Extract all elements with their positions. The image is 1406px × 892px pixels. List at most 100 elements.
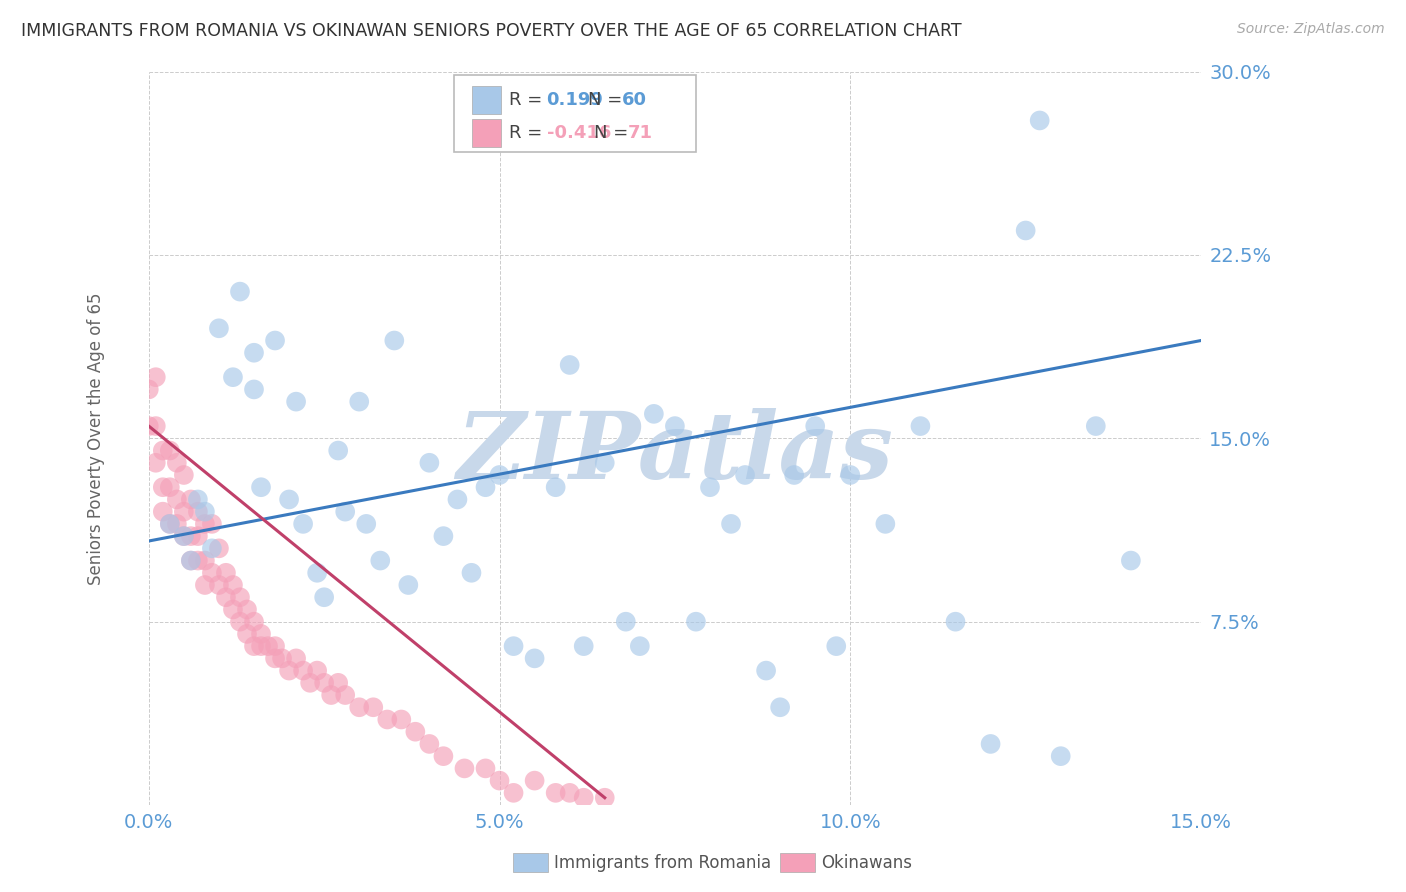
- Point: [187, 492, 209, 507]
- Point: [614, 615, 637, 629]
- Point: [314, 591, 336, 605]
- Point: [250, 627, 273, 641]
- Point: [159, 480, 181, 494]
- Point: [194, 578, 217, 592]
- Point: [396, 578, 419, 592]
- Point: [875, 516, 897, 531]
- Point: [593, 790, 616, 805]
- Point: [347, 394, 370, 409]
- Point: [138, 419, 160, 434]
- Point: [166, 516, 188, 531]
- Point: [1014, 223, 1036, 237]
- Point: [145, 419, 167, 434]
- Point: [474, 480, 496, 494]
- Point: [432, 529, 454, 543]
- Point: [222, 370, 245, 384]
- Point: [628, 639, 651, 653]
- Point: [804, 419, 827, 434]
- Point: [544, 786, 567, 800]
- Point: [825, 639, 848, 653]
- Point: [236, 602, 259, 616]
- Point: [187, 553, 209, 567]
- Point: [285, 394, 308, 409]
- Point: [180, 553, 202, 567]
- Point: [243, 615, 266, 629]
- Point: [375, 713, 398, 727]
- Point: [264, 651, 287, 665]
- Point: [250, 639, 273, 653]
- Point: [314, 675, 336, 690]
- Point: [222, 578, 245, 592]
- Point: [488, 773, 510, 788]
- Point: [201, 541, 224, 556]
- Point: [389, 713, 412, 727]
- Text: Seniors Poverty Over the Age of 65: Seniors Poverty Over the Age of 65: [87, 292, 105, 584]
- Point: [201, 566, 224, 580]
- Point: [299, 675, 322, 690]
- Point: [180, 492, 202, 507]
- Point: [593, 456, 616, 470]
- Point: [460, 566, 482, 580]
- Point: [404, 724, 426, 739]
- Point: [271, 651, 294, 665]
- Point: [152, 443, 174, 458]
- Point: [194, 505, 217, 519]
- Point: [159, 443, 181, 458]
- Text: N =: N =: [593, 124, 634, 142]
- Point: [572, 790, 595, 805]
- Text: Immigrants from Romania: Immigrants from Romania: [554, 854, 770, 871]
- Point: [328, 443, 350, 458]
- Text: 60: 60: [623, 91, 647, 109]
- Point: [523, 773, 546, 788]
- Point: [432, 749, 454, 764]
- Point: [1049, 749, 1071, 764]
- Text: R =: R =: [509, 124, 548, 142]
- Point: [201, 516, 224, 531]
- Point: [347, 700, 370, 714]
- Point: [243, 639, 266, 653]
- Point: [173, 505, 195, 519]
- Point: [335, 505, 357, 519]
- Point: [250, 480, 273, 494]
- Text: Source: ZipAtlas.com: Source: ZipAtlas.com: [1237, 22, 1385, 37]
- Point: [544, 480, 567, 494]
- Point: [173, 529, 195, 543]
- Point: [229, 591, 252, 605]
- Point: [166, 456, 188, 470]
- Point: [910, 419, 932, 434]
- Point: [418, 737, 440, 751]
- Point: [194, 516, 217, 531]
- Point: [264, 639, 287, 653]
- Point: [307, 566, 329, 580]
- Point: [382, 334, 405, 348]
- Point: [720, 516, 742, 531]
- Point: [264, 334, 287, 348]
- Point: [980, 737, 1002, 751]
- Point: [292, 516, 315, 531]
- Point: [187, 505, 209, 519]
- Point: [307, 664, 329, 678]
- Point: [152, 480, 174, 494]
- Point: [159, 516, 181, 531]
- Point: [208, 541, 231, 556]
- Text: IMMIGRANTS FROM ROMANIA VS OKINAWAN SENIORS POVERTY OVER THE AGE OF 65 CORRELATI: IMMIGRANTS FROM ROMANIA VS OKINAWAN SENI…: [21, 22, 962, 40]
- Point: [321, 688, 343, 702]
- Point: [685, 615, 707, 629]
- Point: [292, 664, 315, 678]
- Point: [699, 480, 721, 494]
- Text: R =: R =: [509, 91, 548, 109]
- Point: [453, 761, 475, 775]
- Point: [1119, 553, 1142, 567]
- Point: [222, 602, 245, 616]
- Point: [418, 456, 440, 470]
- Point: [474, 761, 496, 775]
- Point: [783, 467, 806, 482]
- Point: [180, 553, 202, 567]
- Point: [187, 529, 209, 543]
- Point: [572, 639, 595, 653]
- Point: [361, 700, 384, 714]
- Point: [285, 651, 308, 665]
- Point: [208, 321, 231, 335]
- Point: [488, 467, 510, 482]
- Point: [755, 664, 778, 678]
